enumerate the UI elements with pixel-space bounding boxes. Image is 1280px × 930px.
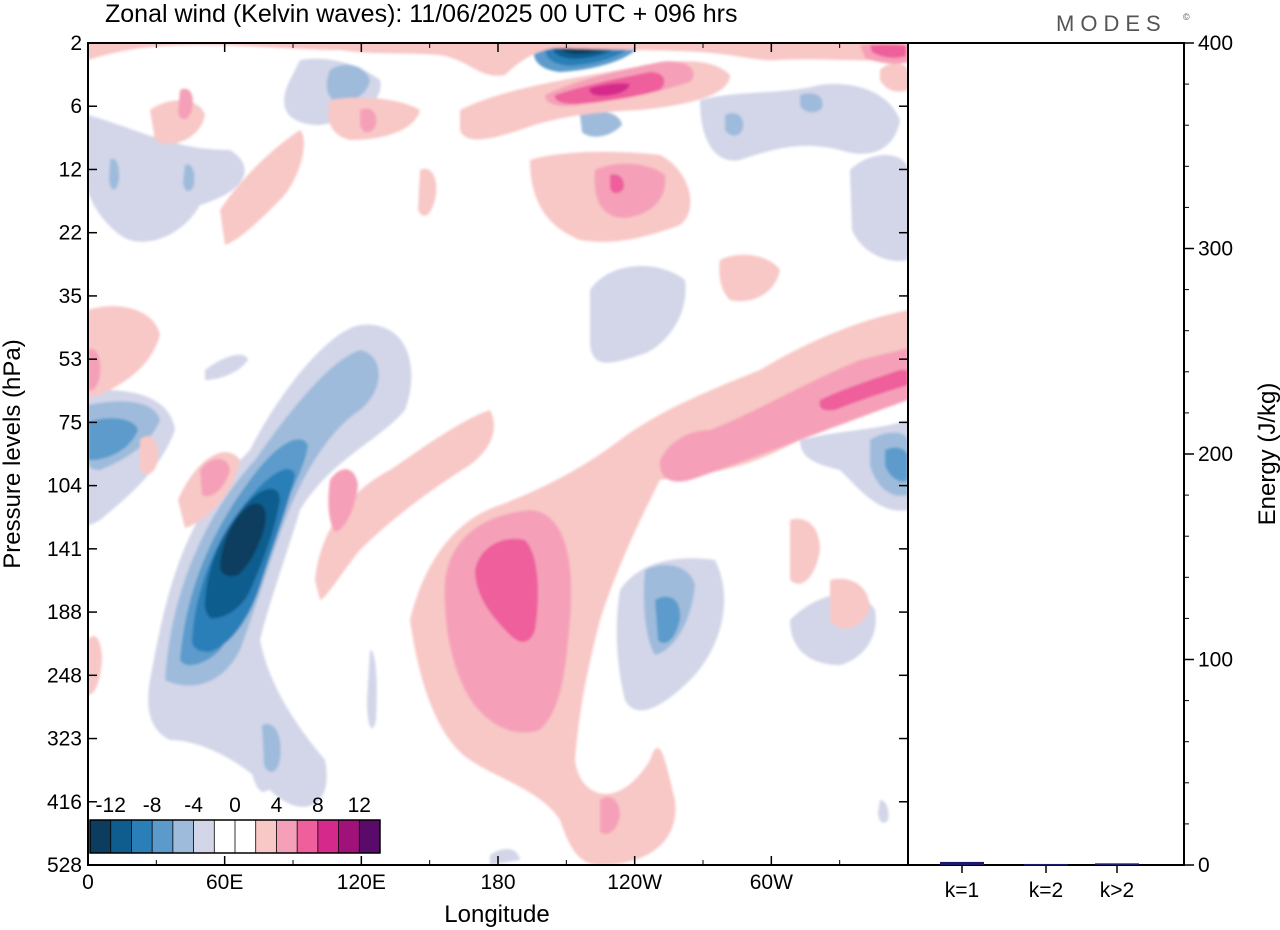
colorbar-swatch [193, 820, 215, 853]
y-tick-label: 12 [59, 158, 82, 181]
colorbar-swatch [235, 820, 257, 853]
positive-contour-plus10 [589, 83, 630, 96]
energy-bar [940, 861, 984, 865]
colorbar-label: -12 [96, 794, 126, 817]
y-tick-label: 75 [59, 411, 82, 434]
energy-bars [940, 861, 1139, 866]
colorbar-swatch [338, 820, 360, 853]
x-tick-label: 120E [337, 871, 386, 894]
y-tick-label: 35 [59, 285, 82, 308]
energy-category-label: k>2 [1100, 879, 1134, 902]
colorbar-swatch [172, 820, 195, 853]
energy-axes: 0 100 200 300 400 k=1 k=2 k>2 [945, 32, 1233, 902]
y-tick-label: 2 [70, 32, 82, 55]
y-tick-label: 528 [47, 854, 82, 877]
energy-category-label: k=1 [945, 879, 979, 902]
energy-bar [1024, 863, 1068, 866]
colorbar-label: 12 [348, 794, 371, 817]
colorbar-swatch [214, 820, 236, 853]
colorbar-swatch [317, 820, 340, 853]
colorbar-swatch [255, 820, 277, 853]
y-tick-label: 323 [47, 728, 82, 751]
y-tick-label: 416 [47, 791, 82, 814]
y-tick-label: 6 [70, 95, 82, 118]
colorbar-swatch [110, 820, 132, 853]
energy-bar [1095, 863, 1139, 865]
energy-y-tick-label: 300 [1198, 238, 1233, 261]
x-tick-label: 60E [206, 871, 243, 894]
x-tick-label: 180 [480, 871, 515, 894]
colorbar-swatch [359, 820, 381, 853]
y-tick-label: 141 [47, 538, 82, 561]
x-tick-label: 60W [750, 871, 793, 894]
energy-frame [907, 42, 1185, 866]
energy-y-tick-label: 400 [1198, 32, 1233, 55]
y-tick-label: 104 [47, 475, 82, 498]
colorbar-swatch [90, 820, 112, 853]
energy-y-tick-label: 0 [1198, 854, 1210, 877]
energy-axis-label: Energy (J/kg) [1254, 383, 1280, 526]
x-tick-label: 0 [82, 871, 94, 894]
y-tick-label: 53 [59, 348, 82, 371]
colorbar-swatch [131, 820, 153, 853]
colorbar-swatch [152, 820, 174, 853]
colorbar-swatch [297, 820, 319, 853]
x-tick-label: 120W [607, 871, 662, 894]
y-tick-label: 188 [47, 601, 82, 624]
y-tick-label: 22 [59, 222, 82, 245]
colorbar-label: -4 [184, 794, 203, 817]
colorbar-label: 0 [229, 794, 241, 817]
modes-logo: MODES © [1056, 11, 1190, 36]
energy-y-tick-label: 200 [1198, 443, 1233, 466]
y-tick-label: 248 [47, 664, 82, 687]
colorbar-label: 8 [312, 794, 324, 817]
colorbar: -12 -8 -4 0 4 8 12 [89, 794, 381, 854]
x-axis-label: Longitude [444, 901, 549, 928]
energy-y-tick-label: 100 [1198, 649, 1233, 672]
brand-mark: © [1183, 12, 1190, 22]
hovmoller-axes: 0 60E 120E 180 120W 60W 2 6 12 22 35 53 75 104 141 188 2… [47, 32, 908, 894]
colorbar-label: 4 [271, 794, 283, 817]
brand-text: MODES [1056, 11, 1167, 36]
energy-category-label: k=2 [1029, 879, 1063, 902]
colorbar-swatch [276, 820, 298, 853]
chart-title: Zonal wind (Kelvin waves): 11/06/2025 00… [105, 0, 738, 28]
contour-field [88, 43, 908, 865]
y-axis-label: Pressure levels (hPa) [0, 339, 26, 568]
colorbar-label: -8 [143, 794, 162, 817]
